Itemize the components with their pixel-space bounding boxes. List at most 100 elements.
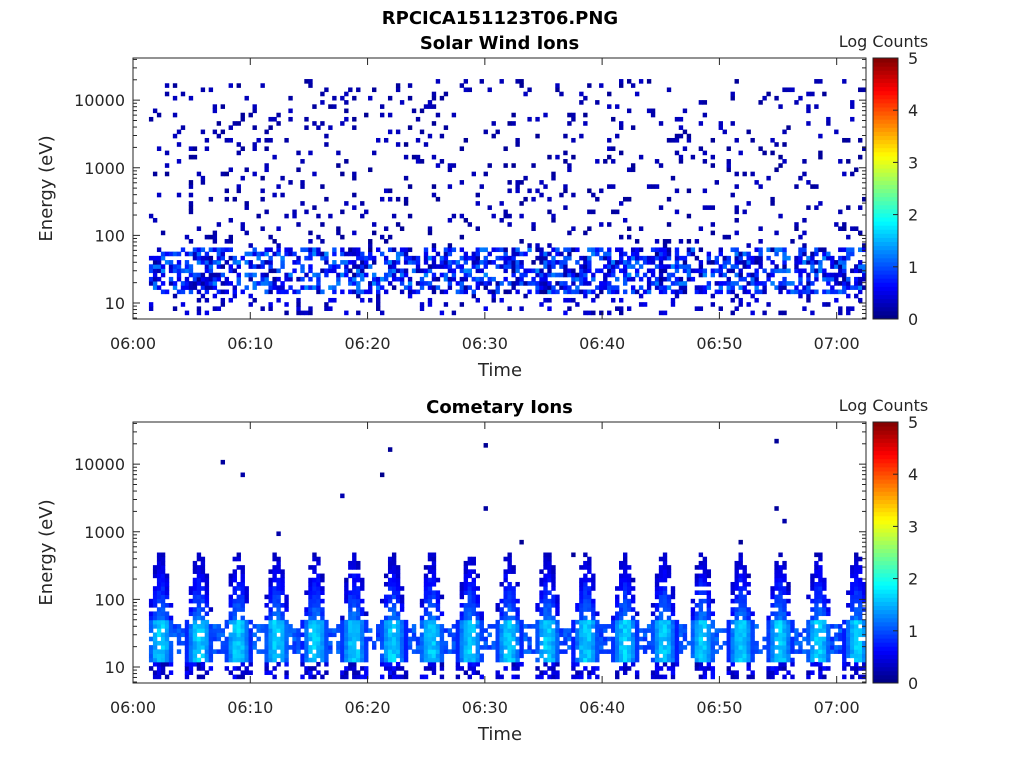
heatmap-cell [595,645,600,650]
heatmap-cell [746,611,751,617]
heatmap-cell [483,506,488,511]
heatmap-cell [439,272,445,278]
heatmap-cell [730,268,735,274]
heatmap-cell [423,573,429,579]
heatmap-cell [435,615,441,621]
heatmap-cell [702,577,708,583]
heatmap-cell [559,640,564,646]
heatmap-cell [495,281,500,286]
heatmap-cell [619,125,624,130]
heatmap-cell [778,624,783,629]
heatmap-cell [431,243,437,248]
heatmap-cell [244,167,249,173]
heatmap-cell [579,276,584,282]
heatmap-cell [571,192,576,198]
heatmap-cell [758,289,763,295]
heatmap-cell [547,285,552,290]
heatmap-cell [240,565,245,570]
x-tick-label: 06:40 [579,334,625,353]
heatmap-cell [372,640,377,646]
heatmap-cell [778,163,783,168]
heatmap-cell [654,255,660,261]
heatmap-cell [499,615,504,621]
heatmap-cell [854,619,859,625]
heatmap-cell [622,552,628,558]
heatmap-cell [619,624,624,629]
heatmap-cell [168,670,174,675]
heatmap-cell [228,636,233,642]
heatmap-cell [583,624,588,629]
heatmap-cell [607,268,612,274]
heatmap-cell [702,556,708,562]
heatmap-cell [368,636,373,642]
heatmap-cell [395,645,401,650]
heatmap-cell [463,603,469,608]
heatmap-cell [188,645,194,650]
heatmap-cell [810,619,815,625]
heatmap-cell [439,674,445,680]
heatmap-cell [511,661,516,667]
heatmap-cell [702,573,708,579]
heatmap-cell [344,108,349,114]
heatmap-cell [802,260,807,265]
heatmap-cell [734,636,739,642]
heatmap-cell [619,234,624,240]
heatmap-cell [547,264,552,269]
heatmap-cell [403,260,409,265]
heatmap-cell [156,661,162,667]
heatmap-cell [654,276,660,282]
heatmap-cell [822,598,827,604]
heatmap-cell [531,163,536,168]
heatmap-cell [503,624,508,629]
heatmap-cell [738,552,743,558]
heatmap-cell [348,624,353,629]
heatmap-cell [292,213,297,219]
heatmap-cell [794,264,799,269]
heatmap-cell [364,619,369,625]
heatmap-cell [180,268,186,274]
heatmap-cell [200,619,206,625]
heatmap-cell [168,276,174,282]
heatmap-cell [204,645,210,650]
heatmap-cell [826,251,831,257]
heatmap-cell [611,272,616,278]
heatmap-cell [443,251,449,257]
heatmap-cell [328,645,333,650]
heatmap-cell [698,285,704,290]
heatmap-cell [539,302,544,307]
heatmap-cell [507,180,512,185]
heatmap-cell [702,150,708,156]
heatmap-cell [387,674,393,680]
heatmap-cell [320,573,325,579]
heatmap-cell [268,632,273,638]
heatmap-cell [750,674,755,680]
heatmap-cell [587,83,592,88]
heatmap-cell [786,289,791,295]
heatmap-cell [168,649,174,654]
heatmap-cell [726,645,731,650]
heatmap-cell [463,577,469,583]
heatmap-cell [535,674,540,680]
heatmap-cell [786,670,791,675]
heatmap-cell [734,184,739,189]
heatmap-cell [706,657,712,663]
heatmap-cell [706,645,712,650]
x-tick-label: 06:50 [696,334,742,353]
heatmap-cell [682,632,688,638]
heatmap-cell [778,611,783,617]
heatmap-cell [387,112,393,118]
heatmap-cell [694,653,700,659]
heatmap-cell [547,243,552,248]
heatmap-cell [344,636,349,642]
heatmap-cell [252,251,257,257]
heatmap-cell [224,276,230,282]
heatmap-cell [368,251,373,257]
heatmap-cell [854,615,859,621]
heatmap-cell [264,653,269,659]
heatmap-cell [666,137,672,143]
heatmap-cell [280,586,285,591]
heatmap-cell [646,255,652,261]
heatmap-cell [742,603,747,608]
heatmap-cell [587,556,592,562]
heatmap-cell [316,590,321,595]
